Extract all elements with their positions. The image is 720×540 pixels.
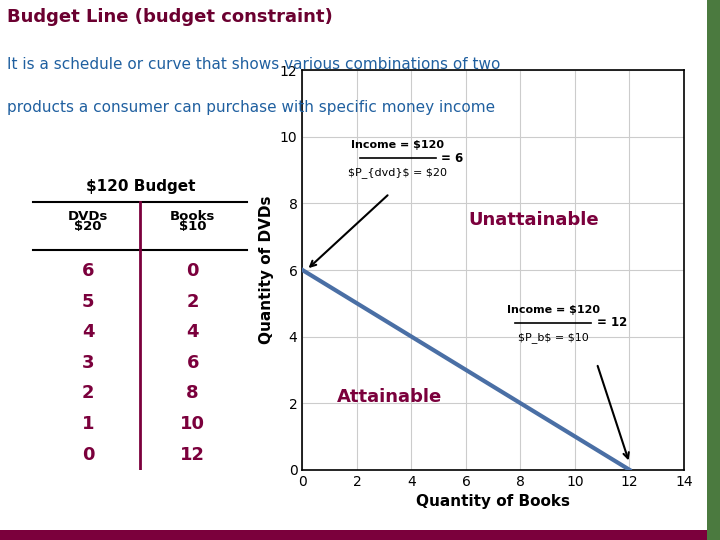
Text: $10: $10 [179, 220, 207, 233]
Text: Unattainable: Unattainable [469, 211, 599, 229]
Text: Books: Books [170, 210, 215, 223]
Text: $P_{dvd}$ = $20: $P_{dvd}$ = $20 [348, 167, 447, 178]
Text: 10: 10 [180, 415, 205, 433]
Text: DVDs: DVDs [68, 210, 108, 223]
Text: Income = $120: Income = $120 [507, 305, 600, 315]
Text: = 12: = 12 [597, 316, 627, 329]
Text: It is a schedule or curve that shows various combinations of two: It is a schedule or curve that shows var… [7, 57, 500, 72]
Text: 4: 4 [82, 323, 94, 341]
Y-axis label: Quantity of DVDs: Quantity of DVDs [259, 195, 274, 345]
Text: 1: 1 [82, 415, 94, 433]
Text: 12: 12 [180, 446, 205, 463]
Text: Attainable: Attainable [337, 388, 442, 406]
Text: 4: 4 [186, 323, 199, 341]
Text: = 6: = 6 [441, 152, 464, 165]
Text: 0: 0 [186, 262, 199, 280]
Text: 8: 8 [186, 384, 199, 402]
Text: 2: 2 [82, 384, 94, 402]
Text: Budget Line (budget constraint): Budget Line (budget constraint) [7, 8, 333, 26]
Text: products a consumer can purchase with specific money income: products a consumer can purchase with sp… [7, 100, 495, 115]
Text: Income = $120: Income = $120 [351, 140, 444, 150]
Text: 5: 5 [82, 293, 94, 311]
Text: $P_b$ = $10: $P_b$ = $10 [518, 332, 588, 342]
Text: $120 Budget: $120 Budget [86, 179, 195, 194]
Text: 6: 6 [186, 354, 199, 372]
Text: 6: 6 [82, 262, 94, 280]
Text: 3: 3 [82, 354, 94, 372]
X-axis label: Quantity of Books: Quantity of Books [416, 494, 570, 509]
Text: 2: 2 [186, 293, 199, 311]
Text: 0: 0 [82, 446, 94, 463]
Text: $20: $20 [74, 220, 102, 233]
